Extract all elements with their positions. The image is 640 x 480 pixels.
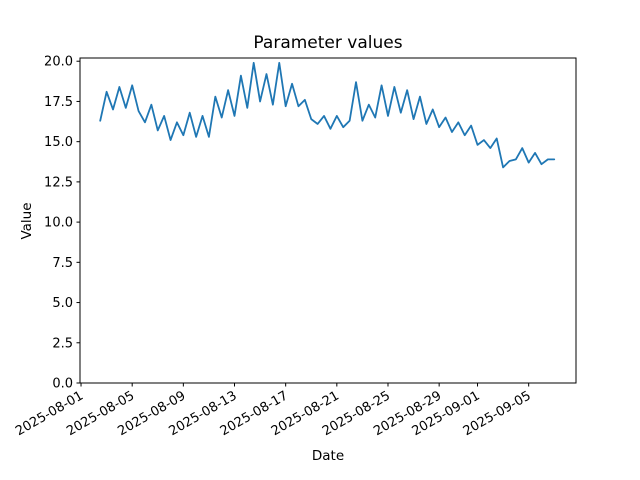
- y-axis-label: Value: [19, 202, 35, 240]
- y-tick-label: 12.5: [44, 175, 73, 190]
- y-tick-label: 7.5: [52, 256, 73, 271]
- y-tick-label: 15.0: [44, 135, 73, 150]
- y-tick-label: 10.0: [44, 216, 73, 231]
- x-axis-label: Date: [311, 448, 345, 464]
- y-tick-label: 0.0: [52, 377, 73, 392]
- y-tick-label: 20.0: [44, 55, 73, 70]
- axes-frame: [79, 57, 577, 384]
- parameter-values-line: [99, 61, 556, 169]
- chart-title: Parameter values: [253, 33, 403, 53]
- y-tick-label: 5.0: [52, 296, 73, 311]
- y-tick-label: 17.5: [44, 95, 73, 110]
- y-tick-label: 2.5: [52, 336, 73, 351]
